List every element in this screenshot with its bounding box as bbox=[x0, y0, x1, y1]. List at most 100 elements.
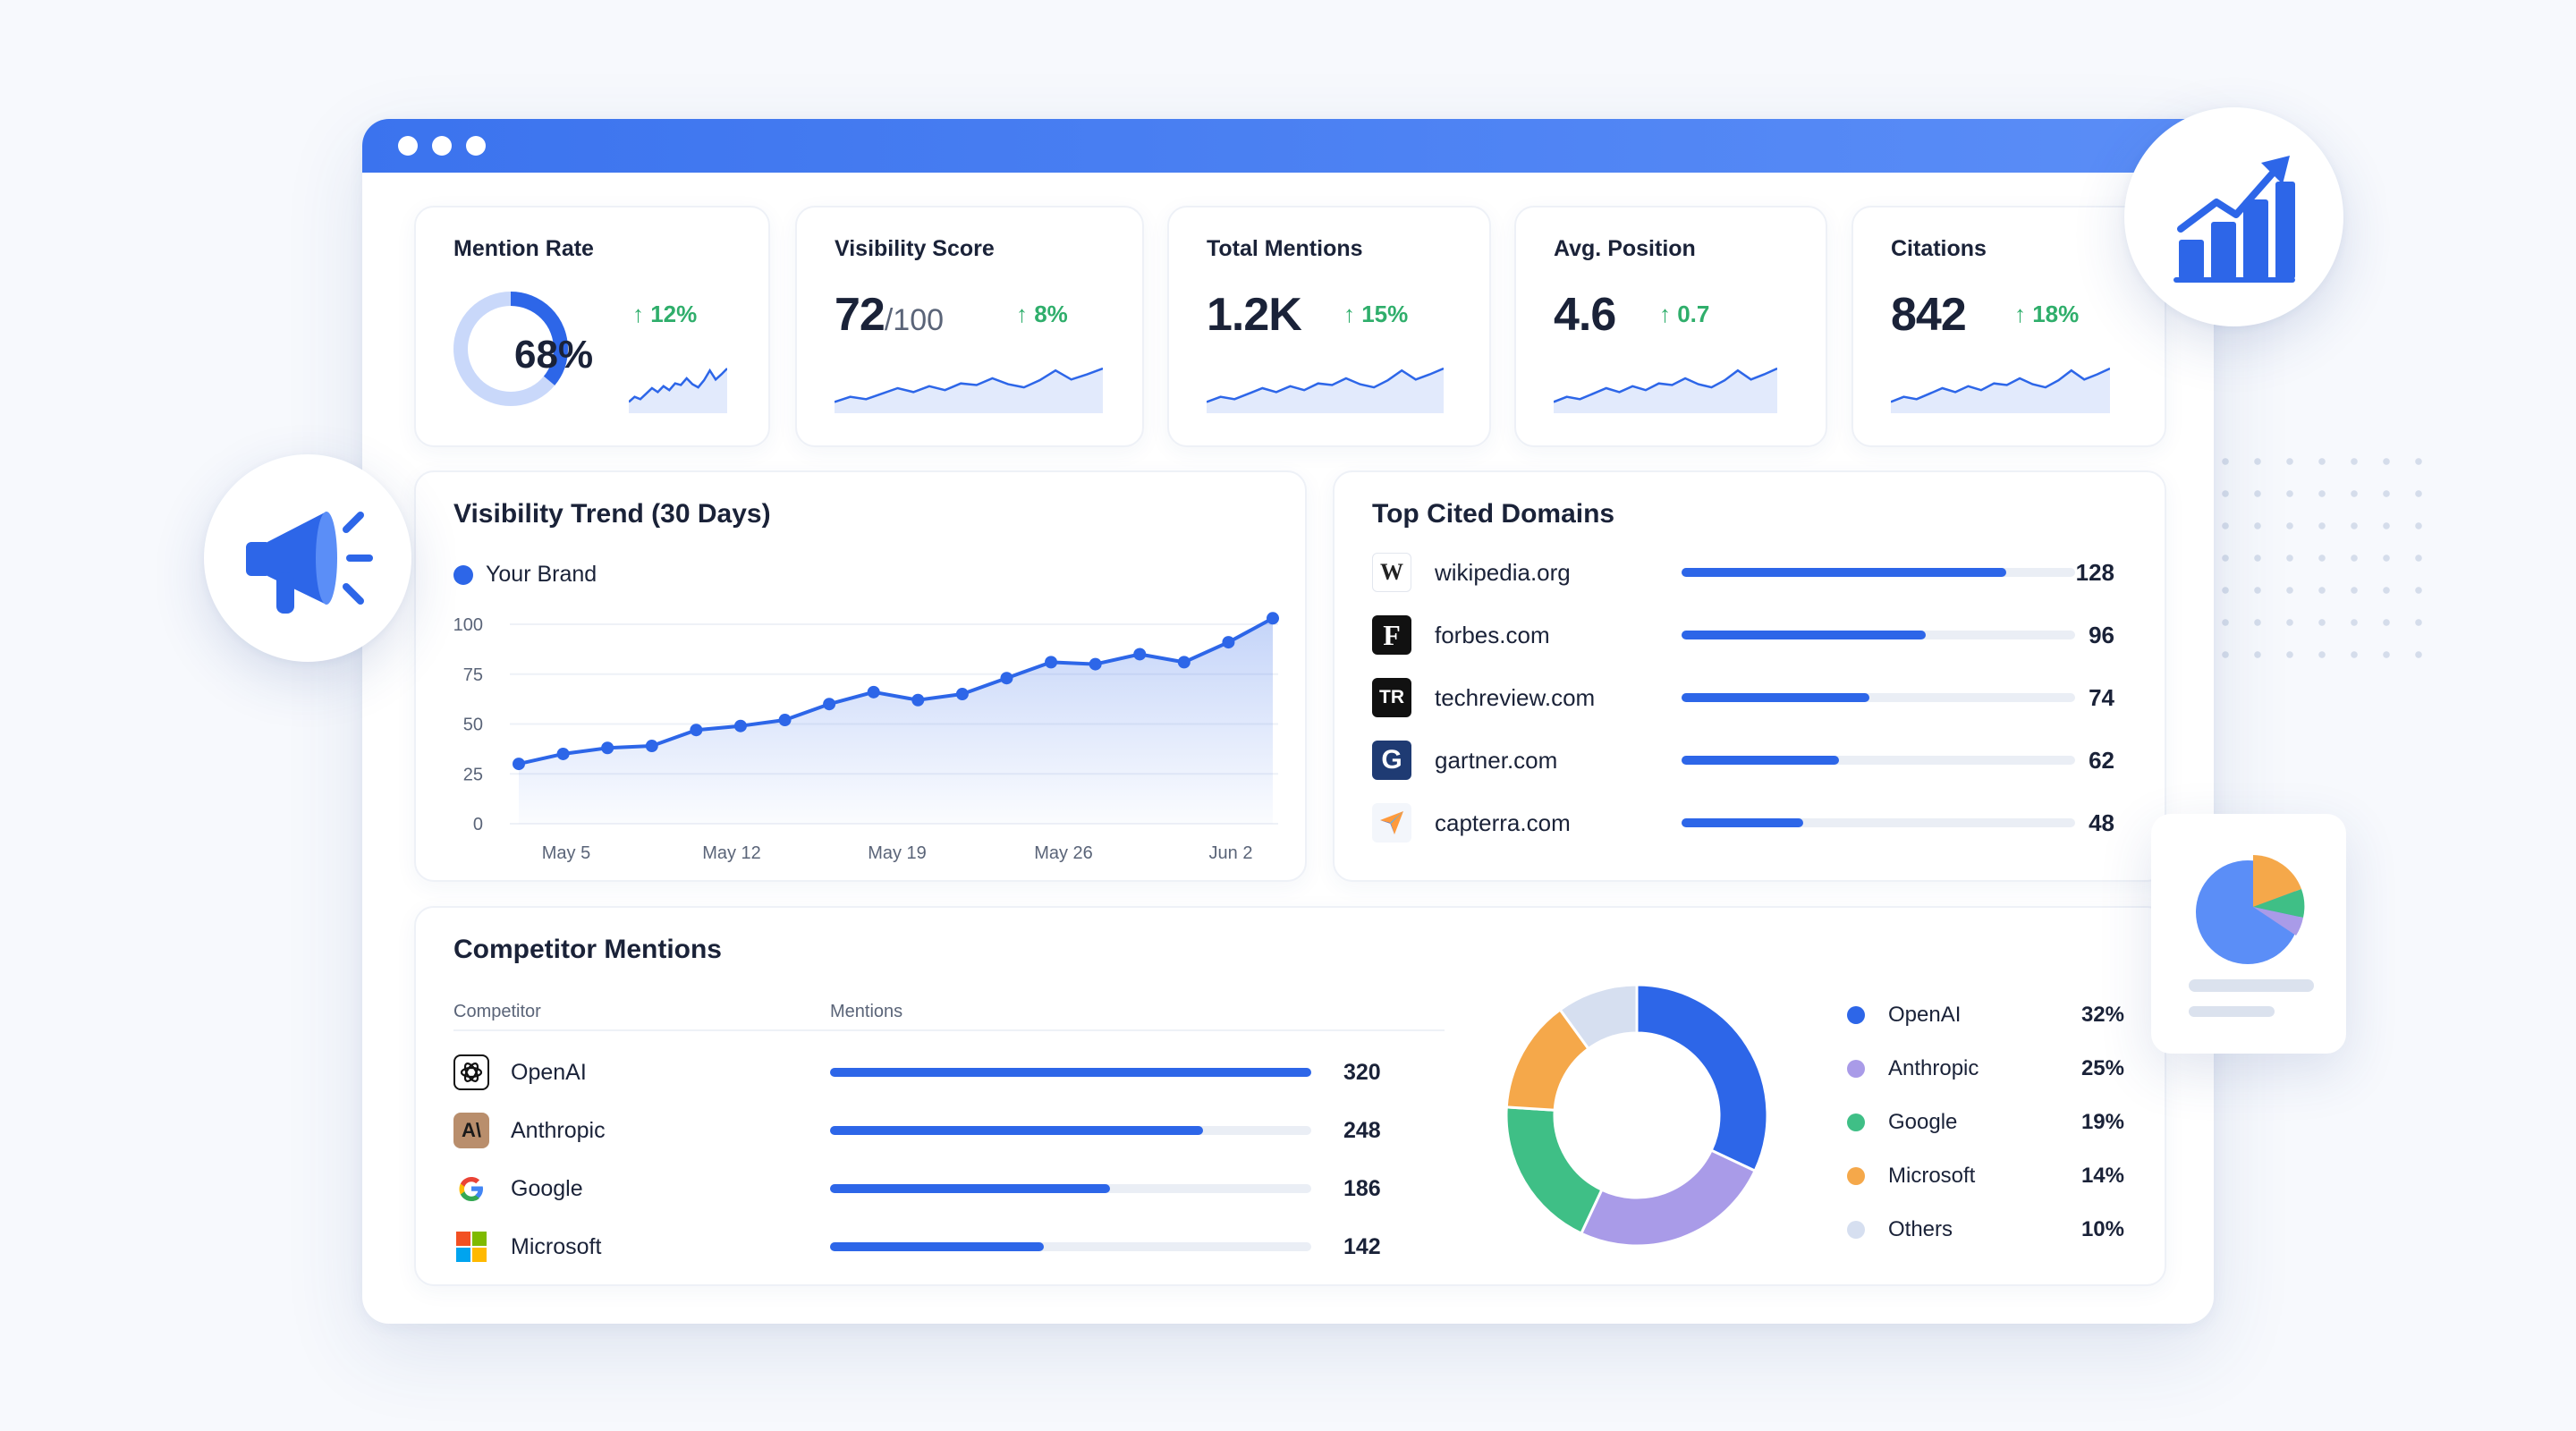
kpi-card-visibility-score[interactable]: Visibility Score 72/100 ↑ 8% bbox=[795, 206, 1144, 447]
window-maximize-dot[interactable] bbox=[466, 136, 486, 156]
domain-bar-fill bbox=[1682, 756, 1839, 765]
competitor-row[interactable]: OpenAI 320 bbox=[453, 1044, 1446, 1101]
legend-pct: 19% bbox=[2080, 1110, 2124, 1134]
competitors-title: Competitor Mentions bbox=[453, 935, 722, 964]
dot-pattern-decoration bbox=[2209, 445, 2442, 669]
trend-point[interactable] bbox=[690, 724, 703, 737]
kpi-sparkline bbox=[1891, 367, 2110, 413]
competitor-bar-fill bbox=[830, 1068, 1311, 1077]
competitor-bar-track bbox=[830, 1184, 1311, 1193]
donut-slice-anthropic[interactable] bbox=[1579, 1148, 1758, 1248]
kpi-change: ↑ 18% bbox=[2014, 301, 2080, 327]
legend-pct: 10% bbox=[2080, 1217, 2124, 1241]
trend-point[interactable] bbox=[513, 758, 525, 771]
domain-name: forbes.com bbox=[1435, 621, 1550, 648]
trend-point[interactable] bbox=[1267, 612, 1279, 625]
share-legend-row: Others 10% bbox=[1847, 1212, 2124, 1248]
kpi-value: 4.6 bbox=[1554, 289, 1616, 341]
share-legend-row: Google 19% bbox=[1847, 1105, 2124, 1140]
kpi-title: Visibility Score bbox=[835, 236, 995, 261]
bar-chart-arrow-icon bbox=[2173, 155, 2295, 283]
kpi-change: ↑ 0.7 bbox=[1659, 301, 1710, 327]
legend-pct: 32% bbox=[2080, 1003, 2124, 1027]
trend-point[interactable] bbox=[1045, 656, 1058, 669]
domain-bar-fill bbox=[1682, 631, 1926, 639]
kpi-card-avg-position[interactable]: Avg. Position 4.6 ↑ 0.7 bbox=[1514, 206, 1827, 447]
kpi-value: 72/100 bbox=[835, 289, 945, 341]
techreview-icon: TR bbox=[1372, 678, 1411, 717]
legend-label: Your Brand bbox=[486, 562, 597, 587]
domain-bar-track bbox=[1682, 631, 2075, 639]
trend-point[interactable] bbox=[1222, 636, 1235, 649]
pie-report-card bbox=[2151, 814, 2346, 1054]
trend-point[interactable] bbox=[1089, 657, 1102, 671]
kpi-sparkline bbox=[835, 367, 1103, 413]
domain-row[interactable]: W wikipedia.org 128 bbox=[1372, 550, 2114, 595]
trend-point[interactable] bbox=[778, 714, 792, 727]
x-tick-label: Jun 2 bbox=[1209, 843, 1253, 863]
mention-rate-gauge bbox=[453, 292, 568, 406]
y-tick-label: 0 bbox=[473, 815, 483, 834]
y-tick-label: 75 bbox=[463, 665, 483, 685]
donut-slice-openai[interactable] bbox=[1635, 983, 1769, 1173]
y-tick-label: 50 bbox=[463, 716, 483, 735]
kpi-change: ↑ 15% bbox=[1343, 301, 1409, 327]
donut-slice-others[interactable] bbox=[1558, 983, 1639, 1051]
trend-point[interactable] bbox=[867, 685, 880, 699]
domain-count: 48 bbox=[2089, 809, 2114, 836]
competitor-share-donut[interactable] bbox=[1503, 981, 1771, 1249]
window-minimize-dot[interactable] bbox=[432, 136, 452, 156]
domain-bar-fill bbox=[1682, 818, 1804, 827]
header-divider bbox=[453, 1029, 1445, 1031]
kpi-value: 1.2K bbox=[1207, 289, 1302, 341]
domain-bar-track bbox=[1682, 818, 2075, 827]
column-header-competitor: Competitor bbox=[453, 1002, 541, 1021]
trend-chart[interactable]: 100 75 50 25 0 May 5 May 12 May 19 May 26 Jun 2 bbox=[416, 472, 1309, 884]
domain-row[interactable]: G gartner.com 62 bbox=[1372, 738, 2114, 783]
competitor-row[interactable]: A\ Anthropic 248 bbox=[453, 1102, 1446, 1159]
kpi-title: Avg. Position bbox=[1554, 236, 1696, 261]
competitor-count: 142 bbox=[1343, 1233, 1381, 1259]
microsoft-icon bbox=[453, 1229, 489, 1265]
trend-point[interactable] bbox=[1000, 672, 1013, 685]
trend-point[interactable] bbox=[601, 741, 614, 755]
trend-point[interactable] bbox=[1133, 648, 1147, 661]
competitor-row[interactable]: Microsoft 142 bbox=[453, 1218, 1446, 1275]
donut-slice-google[interactable] bbox=[1504, 1105, 1604, 1236]
trend-area bbox=[519, 618, 1273, 824]
kpi-card-total-mentions[interactable]: Total Mentions 1.2K ↑ 15% bbox=[1167, 206, 1491, 447]
competitor-bar-fill bbox=[830, 1242, 1044, 1251]
trend-point[interactable] bbox=[645, 740, 658, 753]
domain-bar-fill bbox=[1682, 693, 1870, 702]
domain-row[interactable]: F forbes.com 96 bbox=[1372, 613, 2114, 657]
trend-point[interactable] bbox=[733, 719, 747, 732]
domain-count: 96 bbox=[2089, 621, 2114, 648]
dashboard-window: Mention Rate 68% ↑ 12% Visibility Score … bbox=[362, 119, 2214, 1324]
competitor-mentions-card: Competitor Mentions Competitor Mentions … bbox=[414, 906, 2166, 1286]
x-tick-label: May 19 bbox=[868, 843, 927, 863]
legend-name: Others bbox=[1888, 1217, 1953, 1241]
wikipedia-icon: W bbox=[1372, 553, 1411, 592]
kpi-card-mention-rate[interactable]: Mention Rate 68% ↑ 12% bbox=[414, 206, 770, 447]
domain-row[interactable]: TR techreview.com 74 bbox=[1372, 675, 2114, 720]
share-legend-row: Microsoft 14% bbox=[1847, 1158, 2124, 1194]
share-legend-row: Anthropic 25% bbox=[1847, 1051, 2124, 1087]
legend-name: OpenAI bbox=[1888, 1003, 1962, 1027]
domain-row[interactable]: capterra.com 48 bbox=[1372, 800, 2114, 845]
legend-name: Microsoft bbox=[1888, 1164, 1976, 1188]
competitor-name: Google bbox=[511, 1175, 583, 1201]
legend-dot bbox=[1847, 1006, 1865, 1024]
competitor-row[interactable]: Google 186 bbox=[453, 1160, 1446, 1217]
trend-point[interactable] bbox=[556, 747, 570, 760]
trend-point[interactable] bbox=[911, 693, 925, 707]
competitor-bar-track bbox=[830, 1126, 1311, 1135]
placeholder-line bbox=[2189, 1006, 2275, 1017]
kpi-sparkline bbox=[1554, 367, 1777, 413]
window-close-dot[interactable] bbox=[398, 136, 418, 156]
domain-bar-track bbox=[1682, 693, 2075, 702]
trend-point[interactable] bbox=[823, 698, 836, 711]
trend-point[interactable] bbox=[1177, 656, 1191, 669]
kpi-card-citations[interactable]: Citations 842 ↑ 18% bbox=[1852, 206, 2166, 447]
trend-point[interactable] bbox=[955, 688, 969, 701]
competitor-name: OpenAI bbox=[511, 1059, 587, 1085]
